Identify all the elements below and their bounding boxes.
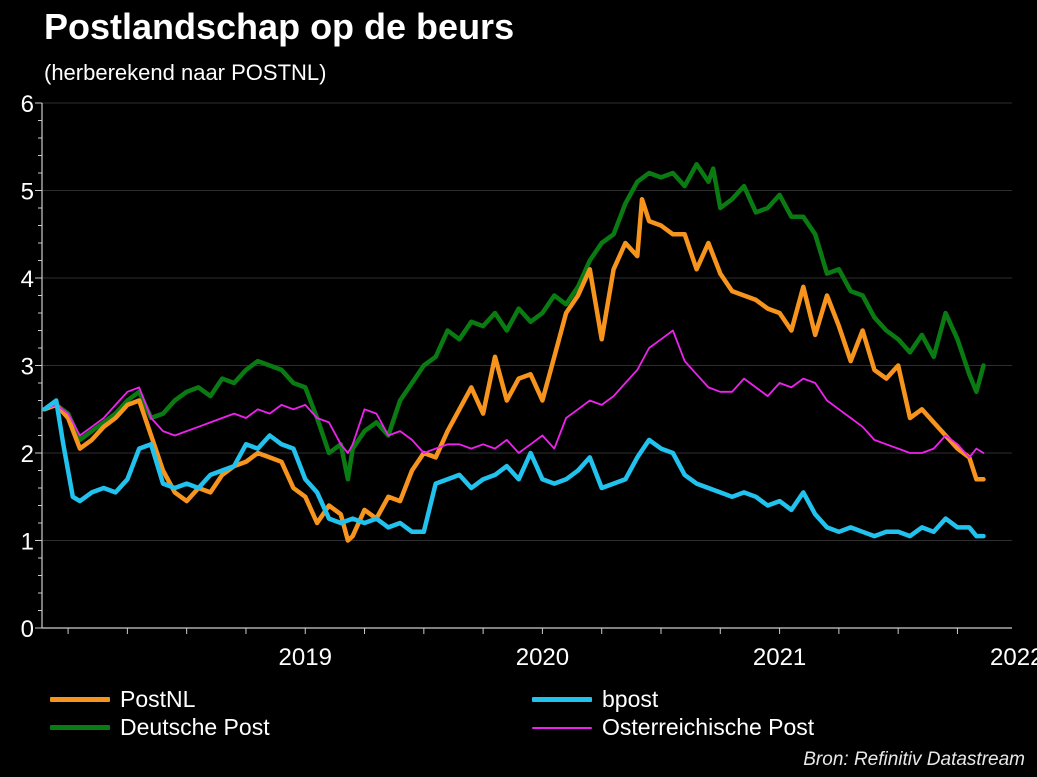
gridlines [42,102,1012,541]
series-lines [42,162,986,543]
legend-label-bpost: bpost [602,686,659,712]
y-tick-label: 5 [21,179,34,206]
y-tick-label: 1 [21,529,34,556]
legend-label-deutsche-post: Deutsche Post [120,714,270,740]
legend-item-osterreichische-post: Osterreichische Post [532,714,814,741]
line-chart: 0 1 2 3 4 5 6 2019 2020 2021 2022 [21,91,1037,671]
series-line-deutsche-post [42,162,986,482]
axes [35,102,1012,634]
source-note: Bron: Refinitiv Datastream [803,749,1025,770]
y-tick-labels: 0 1 2 3 4 5 6 [21,91,34,643]
x-tick-label: 2019 [279,644,332,671]
x-tick-label: 2022 [990,644,1037,671]
legend-swatch-bpost [532,697,592,702]
y-tick-label: 6 [21,91,34,118]
x-tick-label: 2020 [516,644,569,671]
series-line-bpost [42,398,986,539]
legend-item-postnl: PostNL [50,686,195,713]
legend-swatch-osterreichische-post [532,726,592,729]
chart-title: Postlandschap op de beurs [44,6,515,47]
series-line-postnl [42,196,986,543]
legend-label-postnl: PostNL [120,686,196,712]
chart-subtitle: (herberekend naar POSTNL) [44,60,327,85]
y-tick-label: 2 [21,441,34,468]
legend-label-osterreichische-post: Osterreichische Post [602,714,815,740]
y-tick-label: 3 [21,354,34,381]
x-tick-labels: 2019 2020 2021 2022 [279,644,1037,671]
y-tick-label: 4 [21,266,34,293]
legend-swatch-postnl [50,697,110,702]
legend-item-deutsche-post: Deutsche Post [50,714,270,741]
series-line-osterreichische-post [43,329,985,459]
legend-item-bpost: bpost [532,686,658,713]
y-tick-label: 0 [21,616,34,643]
legend-swatch-deutsche-post [50,725,110,730]
x-tick-label: 2021 [753,644,806,671]
